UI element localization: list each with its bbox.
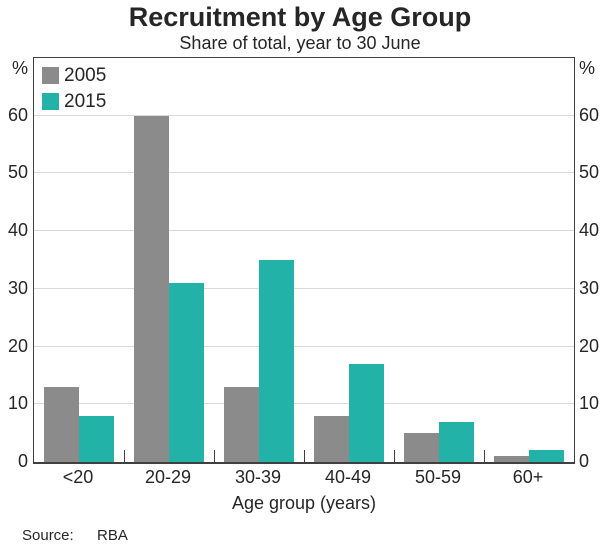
bar-2015-30-39 (259, 260, 294, 462)
x-tick-1 (124, 450, 125, 462)
gridline-10 (34, 403, 574, 405)
gridline-50 (34, 172, 574, 174)
chart-subtitle: Share of total, year to 30 June (179, 33, 421, 53)
gridline-20 (34, 345, 574, 347)
x-category-label-20-29: 20-29 (144, 467, 192, 487)
bar-2015-40-49 (349, 363, 384, 462)
gridline-30 (34, 287, 574, 289)
x-category-label-60+: 60+ (512, 467, 544, 487)
y-tick-label-left-20: 20 (7, 335, 28, 356)
source-value: RBA (97, 527, 128, 544)
x-tick-3 (304, 450, 305, 462)
plot-area: 2005 2015 (33, 57, 575, 464)
y-tick-label-right-40: 40 (579, 220, 600, 241)
gridline-40 (34, 230, 574, 232)
legend-item-2005: 2005 (42, 62, 106, 88)
y-tick-label-right-60: 60 (579, 104, 600, 125)
bar-2005-30-39 (224, 386, 259, 462)
legend: 2005 2015 (42, 62, 106, 114)
y-tick-label-left-0: 0 (17, 451, 28, 471)
x-axis-title: Age group (years) (231, 493, 377, 513)
bar-2005-20-29 (134, 115, 169, 462)
y-tick-label-left-30: 30 (7, 277, 28, 298)
x-category-label-30-39: 30-39 (234, 467, 282, 487)
bar-2015-<20 (79, 415, 114, 462)
y-axis-unit-right: % (579, 58, 596, 78)
x-tick-5 (484, 450, 485, 462)
x-tick-4 (394, 450, 395, 462)
x-category-label-40-49: 40-49 (324, 467, 372, 487)
y-axis-unit-left: % (11, 58, 28, 78)
bar-2005-50-59 (404, 433, 439, 462)
x-category-label-50-59: 50-59 (414, 467, 462, 487)
legend-swatch-icon (42, 66, 59, 84)
chart-title: Recruitment by Age Group (128, 2, 472, 32)
source-note: Source: RBA (22, 527, 128, 544)
bar-2015-50-59 (439, 421, 474, 462)
y-tick-label-right-0: 0 (579, 451, 590, 471)
y-tick-label-left-10: 10 (7, 393, 28, 414)
legend-item-2015: 2015 (42, 88, 106, 114)
legend-label: 2015 (64, 90, 107, 112)
bar-2005-<20 (44, 386, 79, 462)
gridline-60 (34, 114, 574, 116)
x-category-label-<20: <20 (62, 467, 94, 487)
y-tick-label-right-20: 20 (579, 335, 600, 356)
y-tick-label-right-50: 50 (579, 162, 600, 183)
source-label: Source: (22, 527, 74, 544)
bar-2015-20-29 (169, 283, 204, 462)
y-tick-label-left-60: 60 (7, 104, 28, 125)
y-tick-label-left-50: 50 (7, 162, 28, 183)
x-tick-2 (214, 450, 215, 462)
y-tick-label-right-30: 30 (579, 277, 600, 298)
bar-2005-60+ (494, 456, 529, 462)
bar-2015-60+ (529, 450, 564, 462)
bar-2005-40-49 (314, 415, 349, 462)
y-tick-label-right-10: 10 (579, 393, 600, 414)
y-tick-label-left-40: 40 (7, 220, 28, 241)
legend-swatch-icon (42, 92, 59, 110)
plot-inner (34, 58, 574, 462)
legend-label: 2005 (64, 64, 107, 86)
